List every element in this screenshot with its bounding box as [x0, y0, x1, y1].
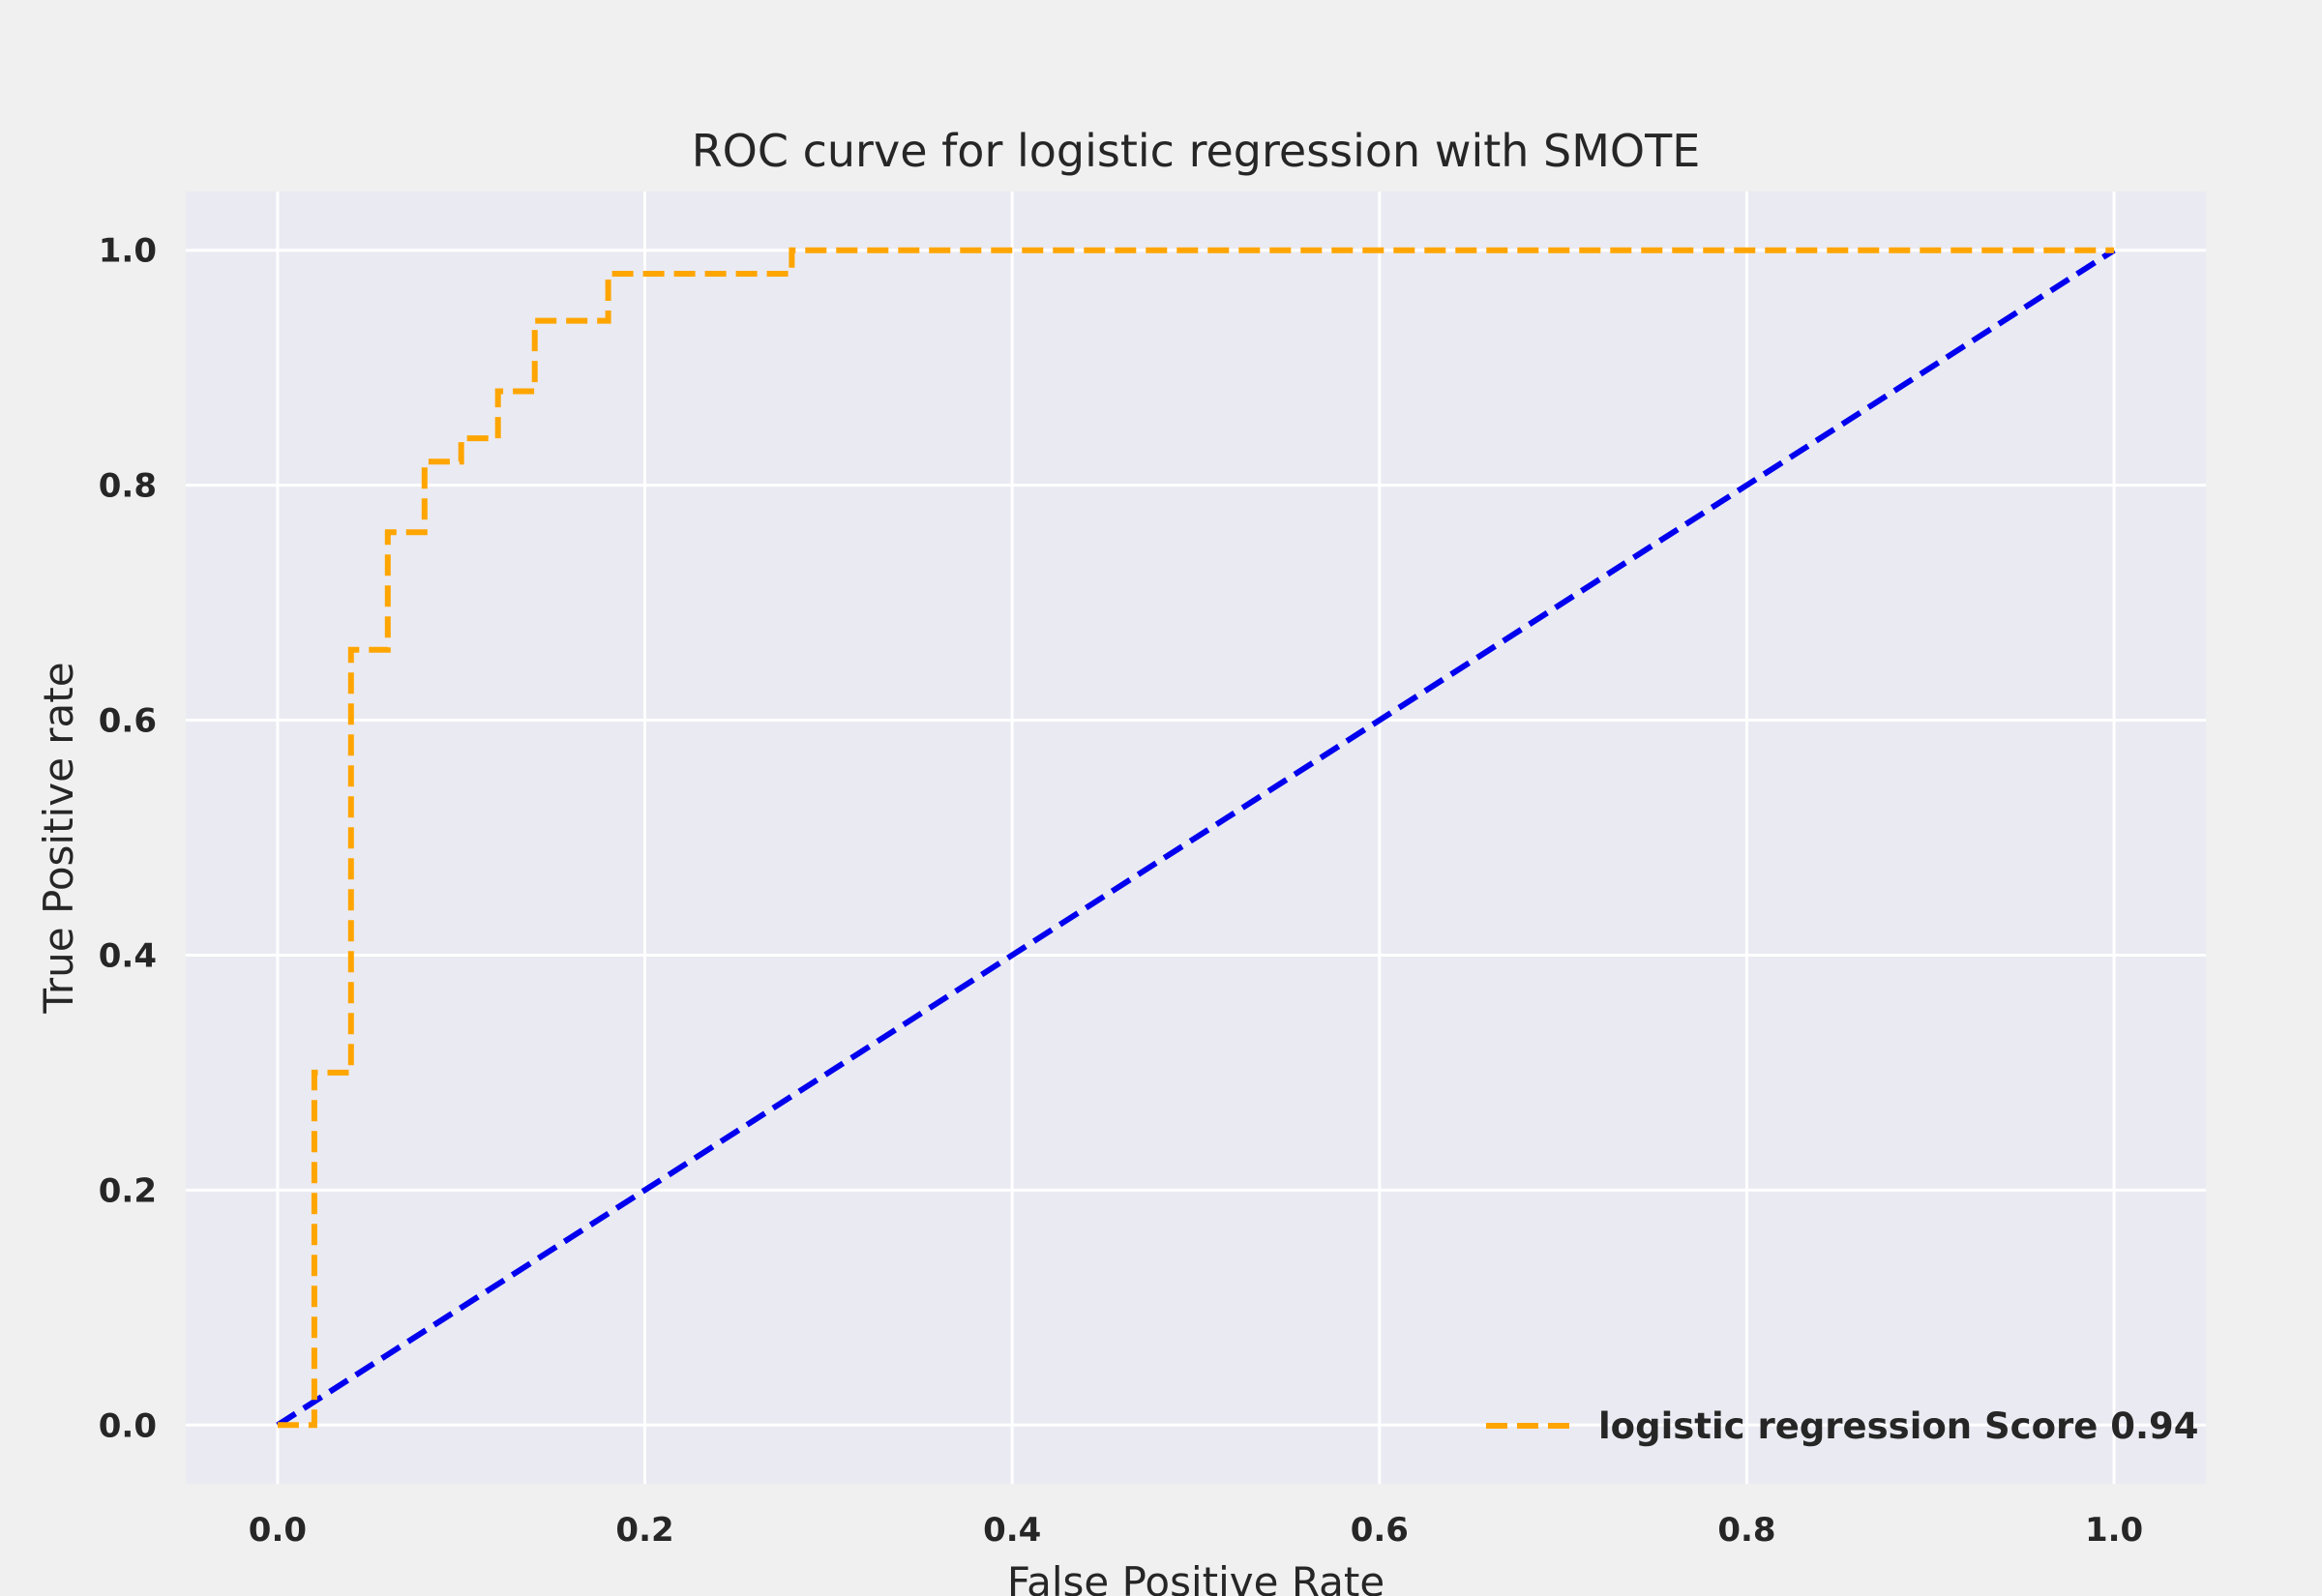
x-tick-label: 0.0	[249, 1511, 307, 1550]
chance-diagonal-line	[276, 248, 2116, 1428]
roc-curve-line	[277, 247, 2115, 1429]
y-tick-label: 1.0	[99, 232, 157, 271]
series-layer	[276, 247, 2116, 1429]
y-tick-label: 0.2	[99, 1171, 157, 1210]
y-tick-label: 0.0	[99, 1406, 157, 1445]
x-tick-label: 1.0	[2085, 1511, 2143, 1550]
chart-title: ROC curve for logistic regression with S…	[692, 125, 1701, 177]
legend: logistic regression Score 0.94	[1486, 1405, 2199, 1447]
x-tick-labels: 0.0 0.2 0.4 0.6 0.8 1.0	[249, 1511, 2143, 1550]
y-tick-label: 0.4	[99, 936, 157, 975]
x-tick-label: 0.2	[615, 1511, 673, 1550]
y-tick-label: 0.6	[99, 702, 157, 741]
grid	[186, 192, 2206, 1484]
legend-label: logistic regression Score 0.94	[1598, 1405, 2199, 1447]
x-tick-label: 0.8	[1717, 1511, 1775, 1550]
y-tick-label: 0.8	[99, 467, 157, 506]
x-tick-label: 0.4	[983, 1511, 1041, 1550]
x-tick-label: 0.6	[1351, 1511, 1409, 1550]
y-axis-label: True Positive rate	[35, 662, 82, 1014]
x-axis-label: False Positive Rate	[1007, 1558, 1384, 1596]
y-tick-labels: 0.0 0.2 0.4 0.6 0.8 1.0	[99, 232, 157, 1446]
